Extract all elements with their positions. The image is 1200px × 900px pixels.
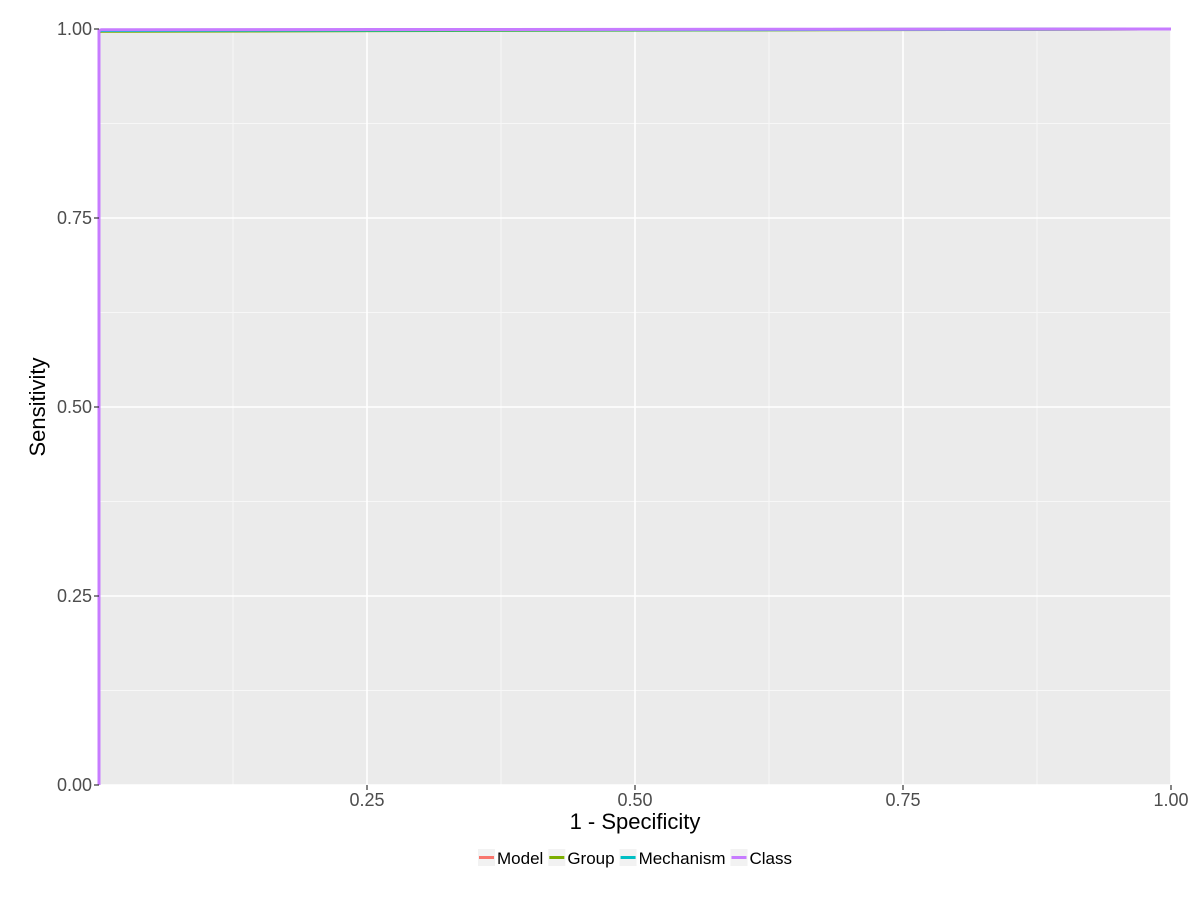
x-tick-label: 0.25 xyxy=(349,790,384,810)
y-axis-title: Sensitivity xyxy=(25,357,50,456)
x-axis-ticks: 0.25 0.50 0.75 1.00 xyxy=(349,785,1189,810)
x-tick-label: 1.00 xyxy=(1153,790,1188,810)
y-tick-label: 0.50 xyxy=(57,397,92,417)
y-axis-ticks: 0.00 0.25 0.50 0.75 1.00 xyxy=(57,19,99,795)
series-line-class xyxy=(97,27,1172,785)
legend-item-model: Model xyxy=(478,849,543,868)
legend-label: Class xyxy=(749,849,792,868)
major-gridlines xyxy=(99,28,1172,786)
x-tick-label: 0.75 xyxy=(885,790,920,810)
y-tick-label: 1.00 xyxy=(57,19,92,39)
series-lines xyxy=(97,27,1172,785)
y-tick-label: 0.75 xyxy=(57,208,92,228)
legend: Model Group Mechanism Class xyxy=(478,849,792,868)
legend-item-class: Class xyxy=(730,849,792,868)
y-tick-label: 0.00 xyxy=(57,775,92,795)
legend-label: Mechanism xyxy=(639,849,726,868)
legend-item-group: Group xyxy=(548,849,615,868)
x-tick-label: 0.50 xyxy=(617,790,652,810)
legend-label: Group xyxy=(567,849,614,868)
legend-label: Model xyxy=(497,849,543,868)
legend-item-mechanism: Mechanism xyxy=(619,849,726,868)
y-tick-label: 0.25 xyxy=(57,586,92,606)
x-axis-title: 1 - Specificity xyxy=(570,809,701,834)
